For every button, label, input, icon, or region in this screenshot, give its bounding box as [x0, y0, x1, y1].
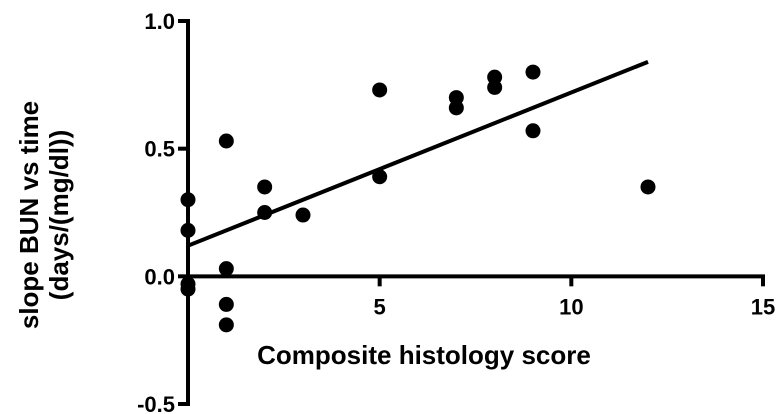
data-point	[525, 64, 541, 80]
data-point	[218, 133, 234, 149]
data-point	[218, 296, 234, 312]
regression-line	[187, 59, 649, 248]
axis-ticks: -0.5 0.0 0.5 1.0 5 10 15	[137, 9, 775, 414]
data-point	[218, 317, 234, 333]
x-tick-label: 5	[374, 294, 386, 319]
y-axis-title-line-1: slope BUN vs time	[14, 101, 44, 329]
data-point	[180, 222, 196, 238]
data-point	[525, 123, 541, 139]
data-point	[180, 192, 196, 208]
data-point	[448, 100, 464, 116]
y-tick-label: 1.0	[144, 9, 175, 34]
y-axis-title: slope BUN vs time (days/(mg/dl))	[14, 101, 74, 329]
x-axis-title: Composite histology score	[257, 340, 591, 370]
data-point	[257, 205, 273, 220]
data-point	[218, 261, 234, 277]
data-point	[295, 207, 311, 223]
data-point	[180, 281, 196, 297]
data-point	[640, 179, 656, 195]
x-tick-label: 15	[751, 294, 775, 319]
data-point	[372, 82, 388, 98]
y-tick-label: 0.0	[144, 264, 175, 289]
y-axis-title-line-2: (days/(mg/dl))	[44, 130, 74, 300]
data-point	[257, 179, 273, 195]
data-point	[487, 79, 503, 95]
data-points	[180, 64, 656, 333]
x-tick-label: 10	[559, 294, 583, 319]
data-point	[372, 169, 388, 185]
y-tick-label: 0.5	[144, 137, 175, 162]
y-tick-label: -0.5	[137, 392, 175, 414]
